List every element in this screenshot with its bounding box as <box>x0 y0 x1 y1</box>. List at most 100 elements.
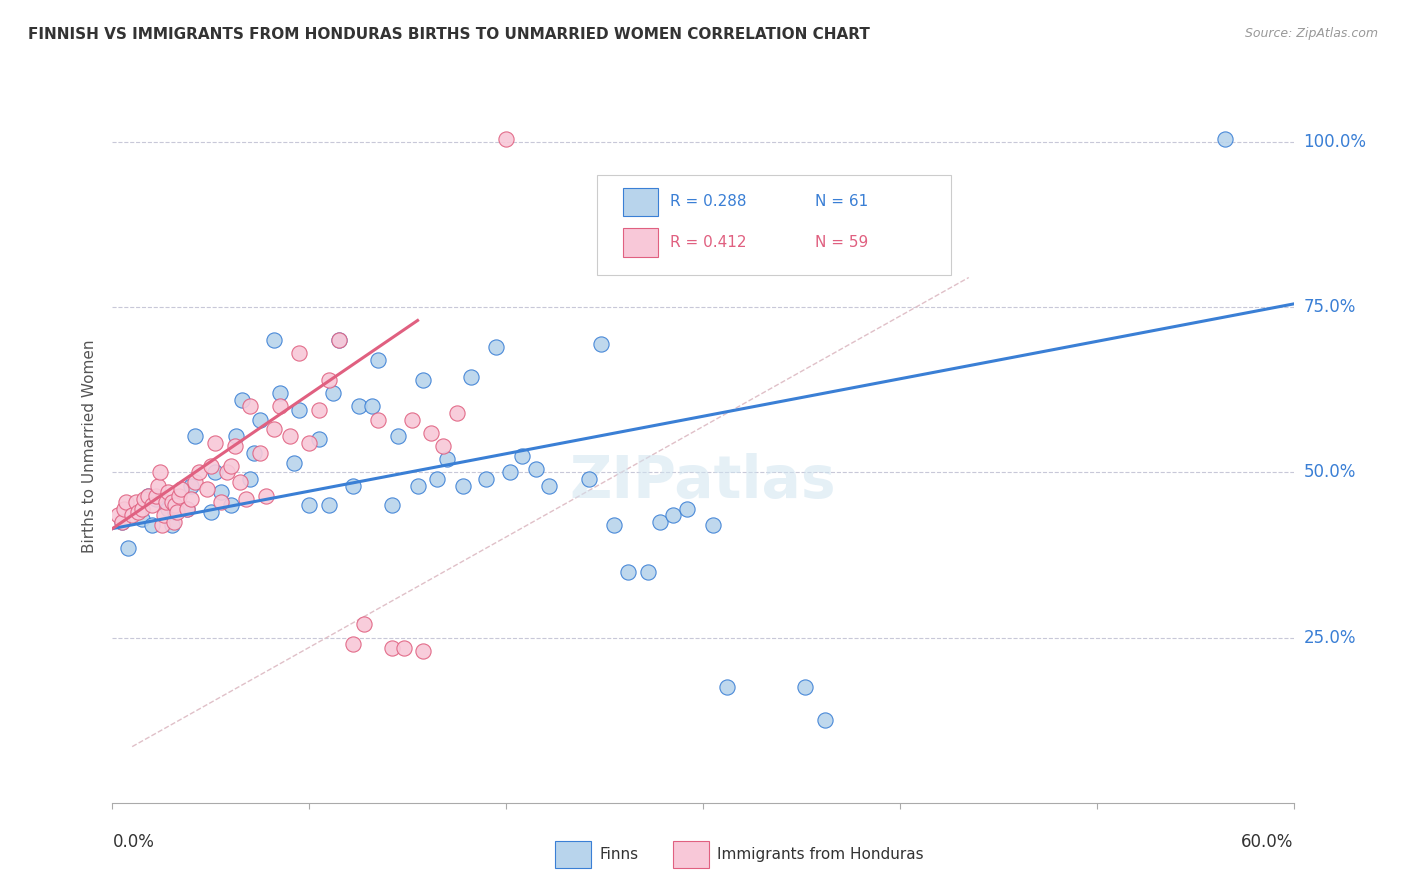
Point <box>298 499 321 513</box>
Text: N = 59: N = 59 <box>815 235 869 250</box>
Point <box>322 386 344 401</box>
Text: 75.0%: 75.0% <box>1303 298 1355 317</box>
Point <box>180 478 202 492</box>
Point <box>249 445 271 459</box>
Point <box>283 456 305 470</box>
Point <box>215 466 238 480</box>
Point <box>578 472 600 486</box>
Point <box>235 491 257 506</box>
Point <box>117 541 139 556</box>
Point <box>204 466 226 480</box>
Point <box>426 472 449 486</box>
Point <box>308 433 330 447</box>
Point <box>342 478 364 492</box>
Point <box>146 478 169 492</box>
Point <box>219 458 242 473</box>
Point <box>239 472 262 486</box>
Point <box>160 518 183 533</box>
Point <box>328 333 350 347</box>
Point <box>132 491 155 506</box>
Point <box>156 485 179 500</box>
Point <box>495 132 517 146</box>
Text: Finns: Finns <box>599 847 638 863</box>
Text: Immigrants from Honduras: Immigrants from Honduras <box>717 847 924 863</box>
Point <box>165 499 187 513</box>
Point <box>716 680 738 694</box>
Point <box>406 478 429 492</box>
Text: R = 0.288: R = 0.288 <box>669 194 747 210</box>
Point <box>401 412 423 426</box>
Point <box>617 565 640 579</box>
Point <box>387 429 409 443</box>
Point <box>589 336 612 351</box>
Point <box>499 466 522 480</box>
Point <box>347 400 370 414</box>
Point <box>131 511 153 525</box>
Point <box>169 489 191 503</box>
Point <box>131 501 153 516</box>
Point <box>141 499 163 513</box>
Bar <box>673 841 709 869</box>
Point <box>662 508 685 523</box>
Point <box>229 475 252 490</box>
Point <box>485 340 508 354</box>
Point <box>392 640 415 655</box>
Point <box>111 515 134 529</box>
Point <box>125 495 148 509</box>
Point <box>603 518 626 533</box>
Point <box>239 400 262 414</box>
Point <box>814 713 837 727</box>
Point <box>149 466 172 480</box>
Point <box>794 680 817 694</box>
Point <box>361 400 384 414</box>
Point <box>231 392 253 407</box>
Point <box>141 518 163 533</box>
Point <box>1213 132 1236 146</box>
Text: 25.0%: 25.0% <box>1303 629 1355 647</box>
FancyBboxPatch shape <box>596 175 950 275</box>
Bar <box>623 187 658 216</box>
Point <box>145 489 167 503</box>
Point <box>136 489 159 503</box>
Point <box>637 565 659 579</box>
Bar <box>623 228 658 257</box>
Point <box>318 499 340 513</box>
Point <box>152 508 174 523</box>
Point <box>225 429 247 443</box>
Point <box>200 458 222 473</box>
Point <box>200 505 222 519</box>
Point <box>367 353 389 368</box>
Point <box>353 617 375 632</box>
Point <box>451 478 474 492</box>
Point <box>254 489 277 503</box>
Point <box>127 505 149 519</box>
Point <box>432 439 454 453</box>
Point <box>224 439 246 453</box>
Point <box>162 515 184 529</box>
Point <box>204 435 226 450</box>
Point <box>111 515 134 529</box>
Point <box>184 475 207 490</box>
Point <box>136 489 159 503</box>
Point <box>269 400 291 414</box>
Point <box>278 429 301 443</box>
Text: R = 0.412: R = 0.412 <box>669 235 747 250</box>
Text: 100.0%: 100.0% <box>1303 133 1367 151</box>
Point <box>165 505 187 519</box>
Y-axis label: Births to Unmarried Women: Births to Unmarried Women <box>82 339 97 553</box>
Point <box>702 518 724 533</box>
Point <box>367 412 389 426</box>
Point <box>538 478 561 492</box>
Point <box>475 472 498 486</box>
Text: ZIPatlas: ZIPatlas <box>569 453 837 510</box>
Point <box>145 491 167 506</box>
Point <box>121 508 143 523</box>
Point <box>112 501 135 516</box>
Text: 50.0%: 50.0% <box>1303 464 1355 482</box>
Point <box>263 422 285 436</box>
Point <box>648 515 671 529</box>
Point <box>412 373 434 387</box>
Point <box>436 452 458 467</box>
Point <box>219 499 242 513</box>
Point <box>263 333 285 347</box>
